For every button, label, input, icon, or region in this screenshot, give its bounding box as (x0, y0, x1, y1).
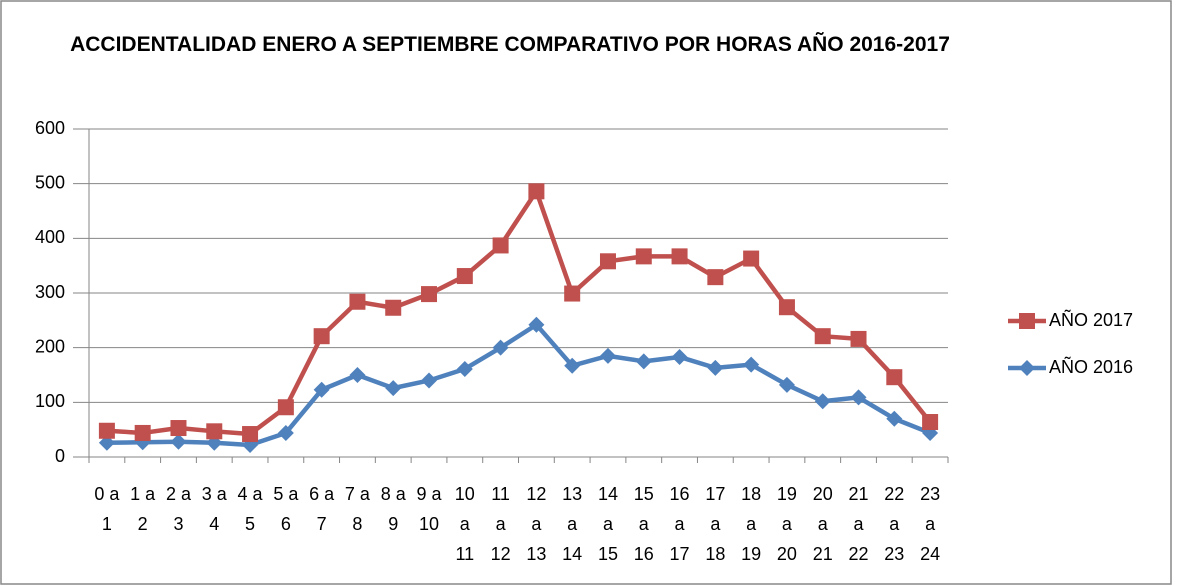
x-tick-label: 13 a 14 (562, 484, 583, 564)
y-tick-label: 500 (35, 172, 65, 192)
chart-title: ACCIDENTALIDAD ENERO A SEPTIEMBRE COMPAR… (70, 33, 950, 56)
marker (242, 426, 259, 443)
x-tick-label: 17 a 18 (705, 484, 726, 564)
marker (671, 348, 688, 365)
x-tick-label: 20 a 21 (812, 484, 833, 564)
y-tick-label: 300 (35, 282, 65, 302)
marker (635, 353, 652, 370)
marker (456, 360, 473, 377)
marker (277, 399, 294, 416)
marker (313, 381, 330, 398)
marker (886, 369, 903, 386)
x-tick-label: 22 a 23 (884, 484, 905, 564)
x-tick-label: 2 a 3 (165, 484, 191, 534)
marker (599, 347, 616, 364)
marker (599, 253, 616, 270)
y-tick-label: 600 (35, 118, 65, 138)
marker (778, 299, 795, 316)
marker (456, 268, 473, 285)
x-tick-label: 11 a 12 (490, 484, 511, 564)
marker (707, 269, 724, 286)
marker (564, 357, 581, 374)
x-tick-label: 15 a 16 (633, 484, 654, 564)
marker (170, 433, 187, 450)
x-tick-label: 7 a 8 (344, 484, 370, 534)
marker (349, 367, 366, 383)
marker (778, 376, 795, 393)
x-tick-label: 6 a 7 (309, 484, 335, 534)
x-tick-label: 10 a 11 (454, 484, 475, 564)
marker (492, 237, 509, 254)
x-tick-label: 14 a 15 (597, 484, 618, 564)
marker (743, 250, 760, 267)
marker (134, 424, 151, 441)
marker (421, 372, 438, 389)
x-tick-label: 0 a 1 (94, 484, 120, 534)
x-tick-label: 16 a 17 (669, 484, 690, 564)
legend-marker (1019, 313, 1035, 329)
marker (814, 393, 831, 410)
legend-label: AÑO 2016 (1049, 356, 1133, 377)
x-tick-label: 9 a 10 (416, 484, 442, 534)
y-tick-label: 200 (35, 336, 65, 356)
x-tick-label: 3 a 4 (201, 484, 227, 534)
x-tick-label: 21 a 22 (848, 484, 869, 564)
x-tick-label: 19 a 20 (776, 484, 797, 564)
marker (421, 286, 438, 303)
x-tick-label: 12 a 13 (526, 484, 547, 564)
x-tick-label: 23 a 24 (920, 484, 941, 564)
legend-label: AÑO 2017 (1049, 309, 1133, 330)
marker (277, 424, 294, 441)
marker (98, 434, 115, 451)
marker (922, 414, 939, 431)
x-tick-label: 5 a 6 (273, 484, 299, 534)
marker (349, 293, 366, 310)
x-tick-label: 4 a 5 (237, 484, 263, 534)
y-tick-label: 100 (35, 391, 65, 411)
marker (98, 422, 115, 439)
y-tick-label: 400 (35, 227, 65, 247)
x-tick-label: 1 a 2 (130, 484, 156, 534)
marker (743, 356, 760, 373)
marker (707, 359, 724, 376)
marker (850, 389, 867, 406)
marker (635, 248, 652, 265)
marker (528, 183, 545, 200)
marker (564, 285, 581, 302)
legend-marker (1019, 360, 1035, 376)
marker (170, 420, 187, 437)
marker (313, 328, 330, 345)
y-tick-label: 0 (55, 446, 65, 466)
marker (492, 339, 509, 356)
marker (528, 316, 545, 333)
x-tick-label: 18 a 19 (741, 484, 762, 564)
marker (385, 380, 402, 397)
marker (385, 299, 402, 316)
marker (850, 330, 867, 347)
x-tick-label: 8 a 9 (380, 484, 406, 534)
marker (814, 328, 831, 345)
marker (206, 423, 223, 440)
marker (886, 410, 903, 427)
marker (671, 248, 688, 265)
